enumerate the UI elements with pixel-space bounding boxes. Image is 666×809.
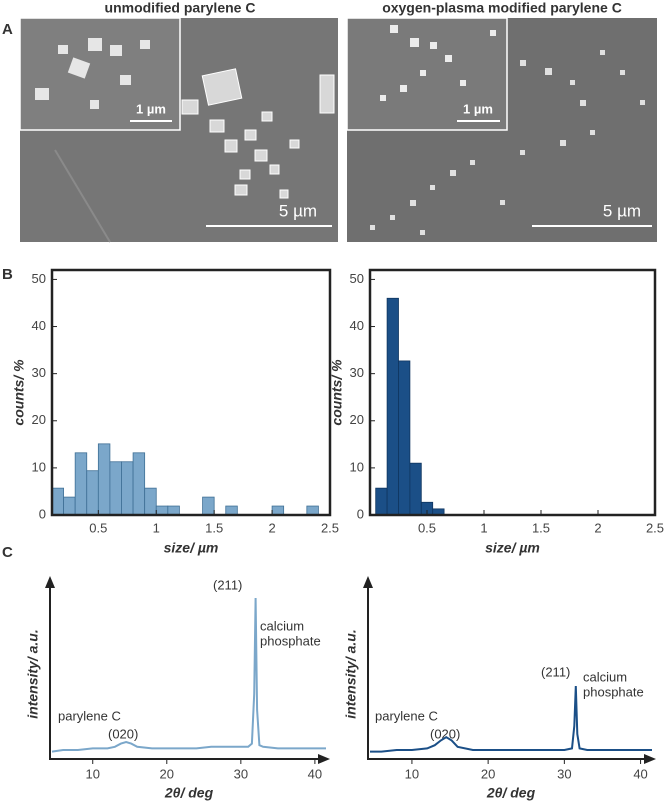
bar <box>398 360 411 516</box>
y-tick-label: 30 <box>32 365 46 380</box>
panel-label: C <box>2 544 13 561</box>
x-tick-label: 1.5 <box>532 520 550 535</box>
y-tick-label: 10 <box>350 459 364 474</box>
bar <box>51 487 64 516</box>
y-axis-arrow <box>363 576 373 588</box>
x-axis-title: size/ µm <box>164 540 219 556</box>
x-tick-label: 1.5 <box>205 520 223 535</box>
substrate-label: parylene C <box>58 708 121 723</box>
phase-label: calcium <box>260 618 304 633</box>
x-tick-label: 20 <box>481 766 495 781</box>
scale-label: 1 µm <box>136 101 166 116</box>
sem-inset <box>19 17 181 131</box>
x-tick-label: 1 <box>153 520 160 535</box>
bar <box>109 461 122 516</box>
bar <box>144 487 157 516</box>
bar <box>63 496 76 516</box>
crystals <box>181 68 335 199</box>
x-axis-arrow <box>644 754 656 764</box>
y-tick-label: 40 <box>350 318 364 333</box>
sem-title: unmodified parylene C <box>105 0 256 16</box>
bar <box>167 505 180 516</box>
bar <box>202 496 215 516</box>
x-tick-label: 30 <box>234 766 248 781</box>
scratch <box>54 149 111 243</box>
x-tick-label: 0.5 <box>418 520 436 535</box>
scale-label: 5 µm <box>603 201 641 220</box>
bar <box>97 443 111 516</box>
x-tick-label: 40 <box>308 766 322 781</box>
bar <box>271 505 285 516</box>
y-tick-label: 30 <box>350 365 364 380</box>
phase-label: calcium <box>583 669 627 684</box>
x-tick-label: 30 <box>557 766 571 781</box>
x-tick-label: 1 <box>480 520 487 535</box>
panel-label: B <box>2 266 13 283</box>
bump-label: (020) <box>430 726 460 741</box>
x-tick-label: 10 <box>405 766 419 781</box>
y-axis-title: intensity/ a.u. <box>343 629 359 718</box>
peak-label: (211) <box>213 577 242 592</box>
x-axis-title: 2θ/ deg <box>486 785 536 801</box>
x-tick-label: 2.5 <box>321 520 339 535</box>
scale-label: 5 µm <box>279 201 317 220</box>
y-tick-label: 40 <box>32 318 46 333</box>
x-tick-label: 0.5 <box>89 520 107 535</box>
sem-inset <box>346 17 508 131</box>
bar <box>306 505 319 516</box>
xrd-line <box>51 597 326 753</box>
phase-label: phosphate <box>583 684 644 699</box>
plot-frame <box>50 268 332 517</box>
substrate-label: parylene C <box>375 708 438 723</box>
y-axis-title: counts/ % <box>11 359 27 426</box>
bar <box>132 452 146 516</box>
panel-label: A <box>2 21 13 38</box>
plot-frame <box>368 268 657 517</box>
x-tick-label: 2 <box>594 520 601 535</box>
x-axis-title: 2θ/ deg <box>164 785 214 801</box>
x-tick-label: 40 <box>633 766 647 781</box>
y-axis-arrow <box>45 576 55 588</box>
crystals <box>380 25 496 101</box>
y-axis-title: intensity/ a.u. <box>25 629 41 718</box>
sem-title: oxygen-plasma modified parylene C <box>382 0 622 16</box>
y-tick-label: 50 <box>350 271 364 286</box>
crystals <box>35 38 150 109</box>
bar <box>375 487 388 516</box>
bar <box>409 462 422 516</box>
y-tick-label: 20 <box>32 412 46 427</box>
x-tick-label: 20 <box>160 766 174 781</box>
phase-label: phosphate <box>260 633 321 648</box>
y-tick-label: 0 <box>357 506 364 521</box>
x-tick-label: 10 <box>85 766 99 781</box>
x-tick-label: 2.5 <box>646 520 664 535</box>
x-tick-label: 2 <box>268 520 275 535</box>
bar <box>86 470 99 516</box>
bump-label: (020) <box>108 726 138 741</box>
xrd-line <box>370 685 652 753</box>
bar <box>121 461 134 516</box>
y-tick-label: 10 <box>32 459 46 474</box>
bar <box>225 505 238 516</box>
x-axis-title: size/ µm <box>485 540 540 556</box>
y-tick-label: 50 <box>32 271 46 286</box>
y-tick-label: 0 <box>39 506 46 521</box>
bar <box>74 452 88 516</box>
bar <box>155 505 169 516</box>
peak-label: (211) <box>541 664 570 679</box>
y-tick-label: 20 <box>350 412 364 427</box>
scale-label: 1 µm <box>463 101 493 116</box>
x-axis-arrow <box>318 754 330 764</box>
bar <box>386 297 399 516</box>
y-axis-title: counts/ % <box>329 359 345 426</box>
crystals <box>370 50 645 235</box>
